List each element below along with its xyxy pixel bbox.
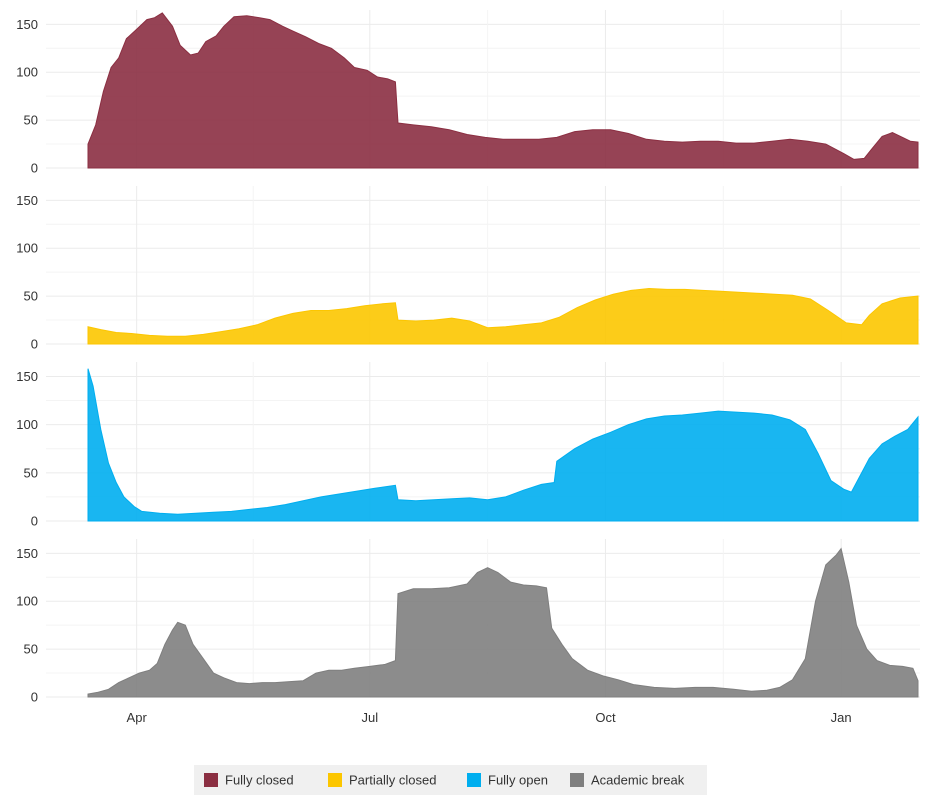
- axis-layer: 0 50 100 150 0 50 100 150 0 50 100 150 0 50 100 150 Apr J…: [16, 17, 851, 725]
- y-tick-label: 150: [16, 17, 38, 32]
- y-tick-label: 50: [24, 465, 38, 480]
- area-fully-closed: [87, 12, 919, 169]
- y-tick-label: 100: [16, 594, 38, 609]
- x-tick-label: Apr: [127, 710, 148, 725]
- y-tick-label: 0: [31, 161, 38, 176]
- legend-label-academic-break: Academic break: [591, 773, 685, 788]
- y-tick-label: 0: [31, 690, 38, 705]
- y-tick-label: 50: [24, 642, 38, 657]
- x-tick-label: Oct: [595, 710, 616, 725]
- legend-label-fully-closed: Fully closed: [225, 773, 294, 788]
- legend-swatch-partially-closed: [328, 773, 342, 787]
- area-layer: [87, 12, 919, 698]
- y-tick-label: 150: [16, 193, 38, 208]
- y-tick-label: 100: [16, 65, 38, 80]
- x-tick-label: Jul: [361, 710, 378, 725]
- y-tick-label: 0: [31, 514, 38, 529]
- legend-label-fully-open: Fully open: [488, 773, 548, 788]
- legend-label-partially-closed: Partially closed: [349, 773, 436, 788]
- area-academic-break: [87, 547, 919, 698]
- area-partially-closed: [87, 287, 919, 345]
- y-tick-label: 100: [16, 417, 38, 432]
- x-tick-label: Jan: [831, 710, 852, 725]
- y-tick-label: 150: [16, 369, 38, 384]
- legend-swatch-fully-open: [467, 773, 481, 787]
- area-fully-open: [87, 368, 919, 522]
- y-tick-label: 50: [24, 113, 38, 128]
- legend-swatch-academic-break: [570, 773, 584, 787]
- legend-background: [194, 765, 707, 795]
- legend: Fully closed Partially closed Fully open Ac…: [194, 765, 707, 795]
- y-tick-label: 50: [24, 289, 38, 304]
- legend-swatch-fully-closed: [204, 773, 218, 787]
- y-tick-label: 150: [16, 546, 38, 561]
- y-tick-label: 100: [16, 241, 38, 256]
- y-tick-label: 0: [31, 337, 38, 352]
